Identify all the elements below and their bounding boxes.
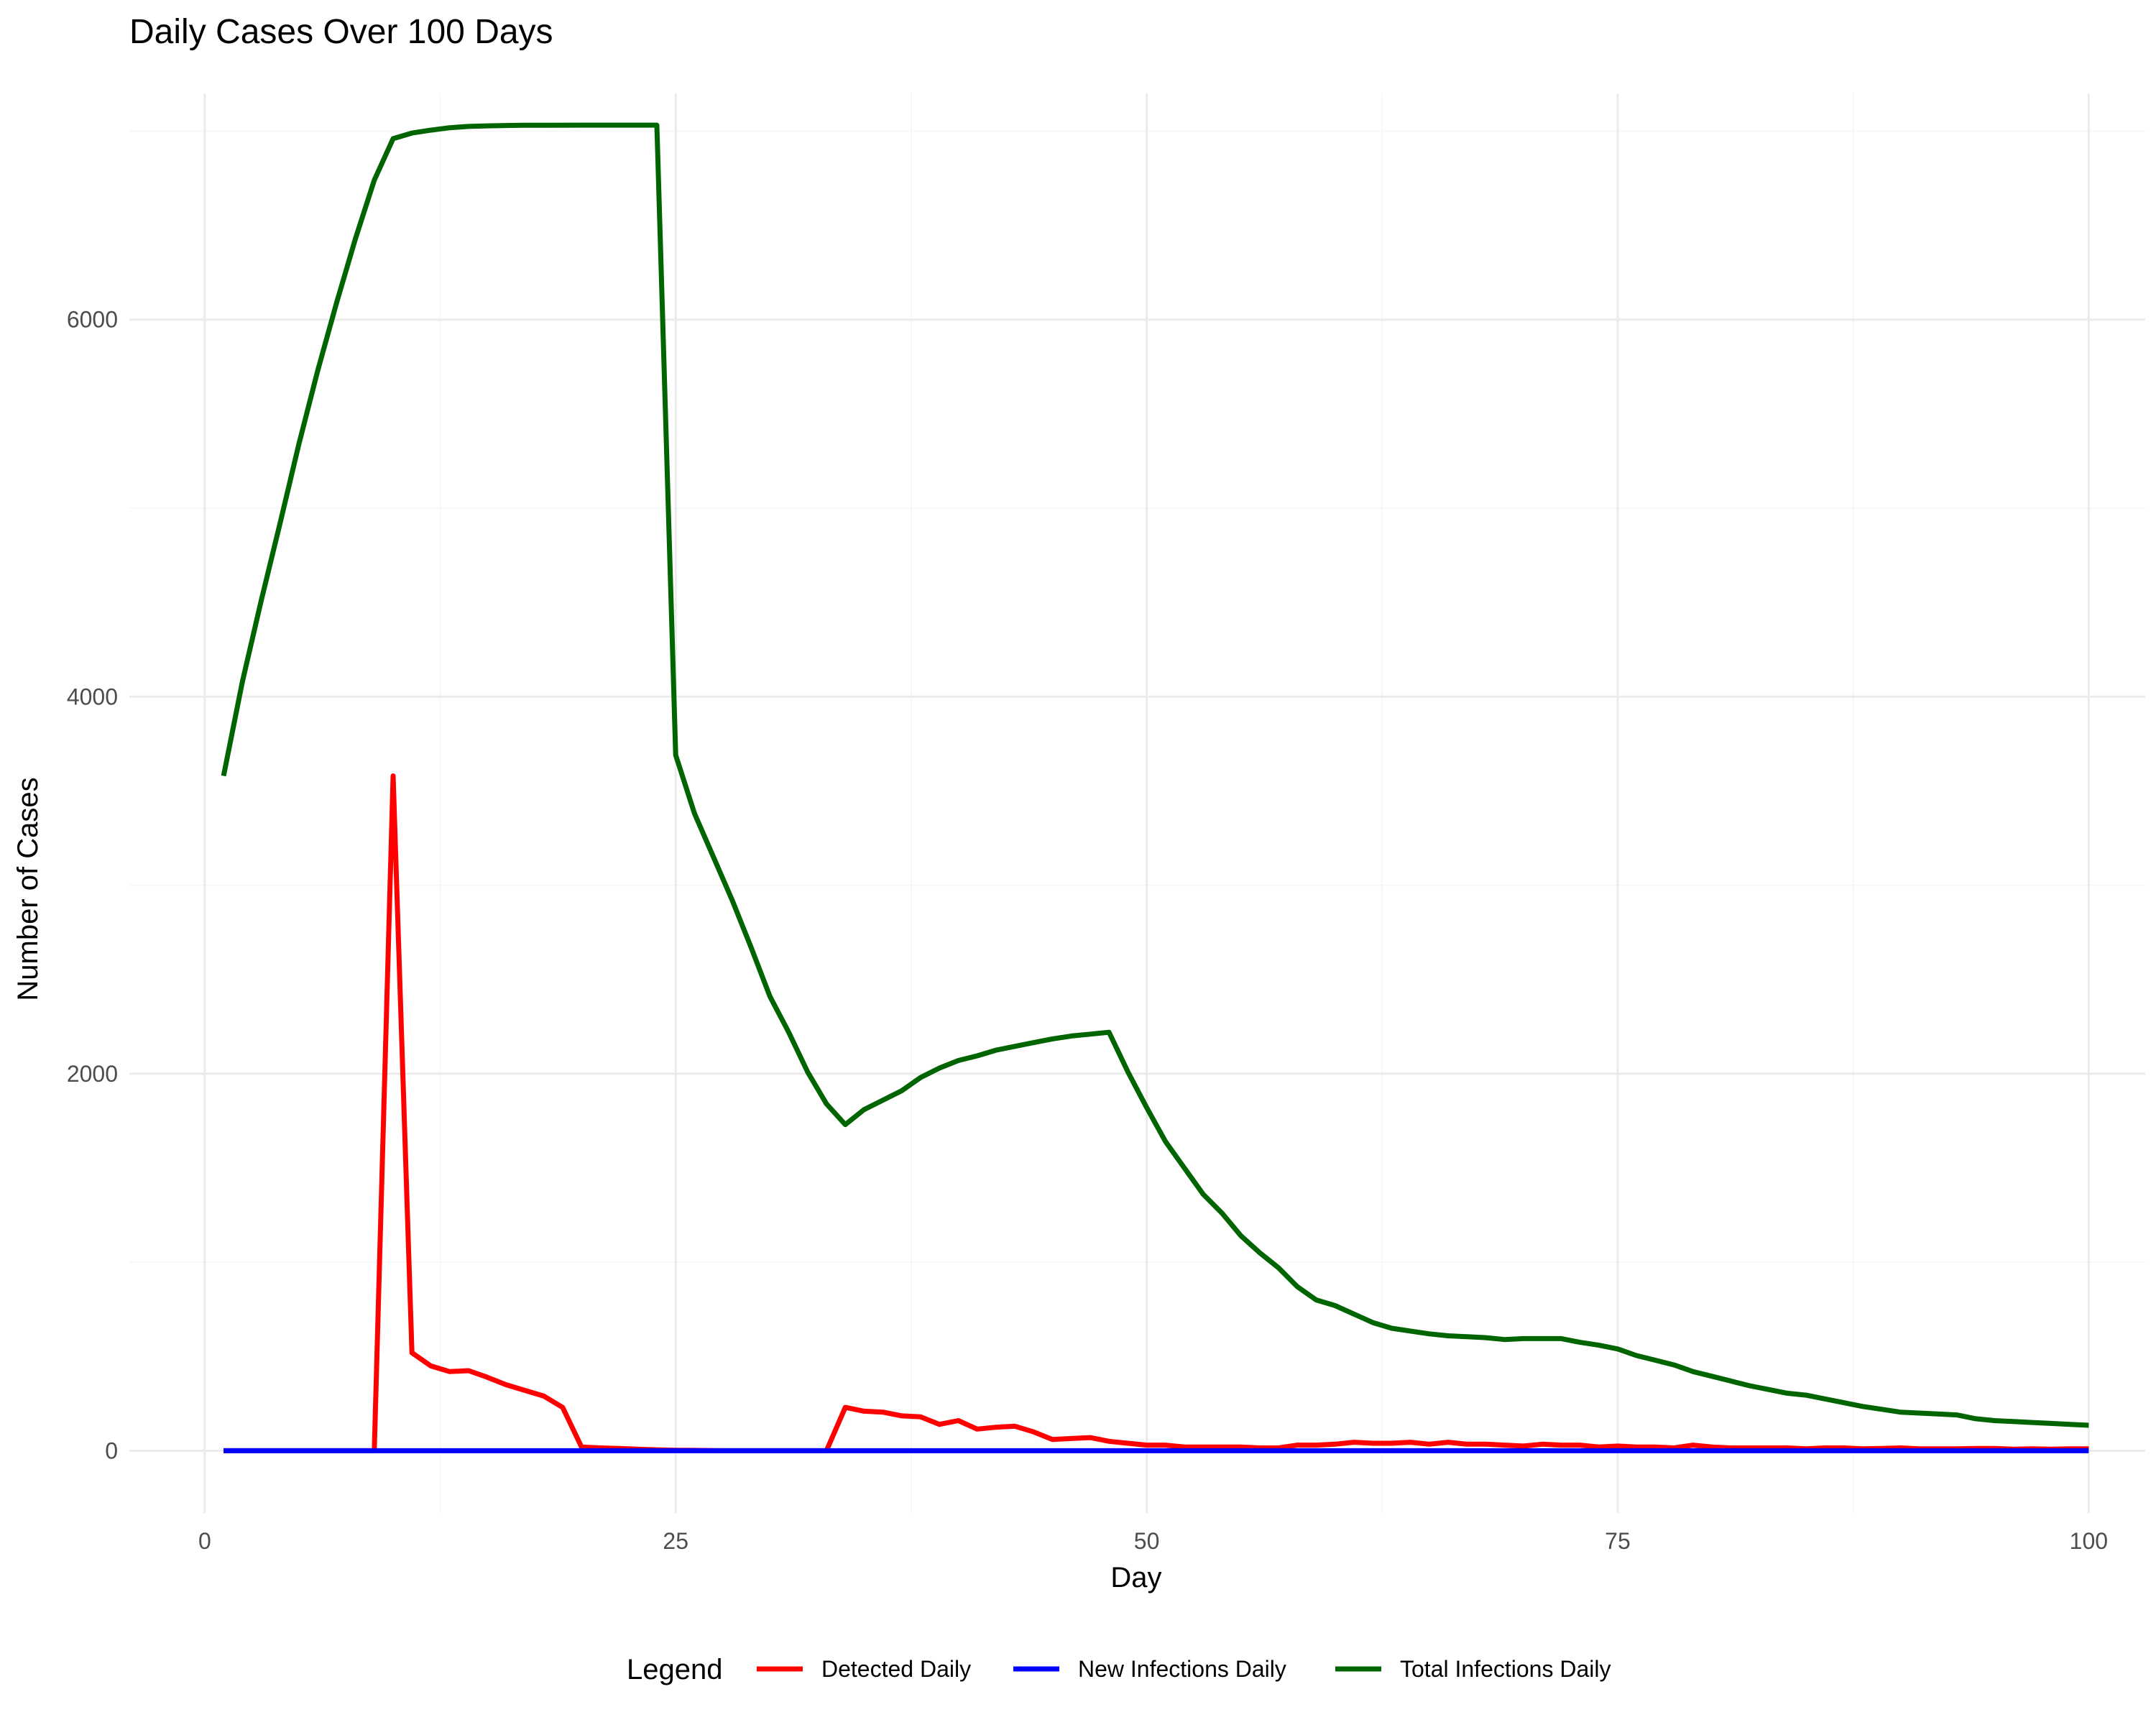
x-tick-label: 25 — [663, 1528, 688, 1554]
x-axis-title: Day — [1110, 1562, 1161, 1593]
x-tick-label: 100 — [2070, 1528, 2108, 1554]
y-tick-label: 0 — [105, 1438, 118, 1463]
series-line-total-infections-daily — [221, 122, 2089, 1428]
series-layer — [221, 122, 2089, 1453]
y-tick-label: 4000 — [67, 684, 118, 709]
x-tick-label: 75 — [1605, 1528, 1631, 1554]
legend-label-total-infections-daily: Total Infections Daily — [1400, 1656, 1611, 1682]
grid-minor — [129, 93, 2145, 1513]
legend-title: Legend — [627, 1654, 722, 1685]
y-tick-label: 2000 — [67, 1061, 118, 1087]
x-tick-label: 50 — [1134, 1528, 1160, 1554]
y-tick-label: 6000 — [67, 307, 118, 333]
legend-label-new-infections-daily: New Infections Daily — [1078, 1656, 1286, 1682]
legend: Legend Detected Daily New Infections Dai… — [627, 1654, 1611, 1685]
chart-title: Daily Cases Over 100 Days — [129, 13, 553, 51]
x-tick-label: 0 — [198, 1528, 211, 1554]
ticks-layer: 0 25 50 75 100 0 2000 4000 6000 — [67, 307, 2108, 1554]
y-axis-title: Number of Cases — [12, 777, 44, 1000]
legend-label-detected-daily: Detected Daily — [821, 1656, 971, 1682]
